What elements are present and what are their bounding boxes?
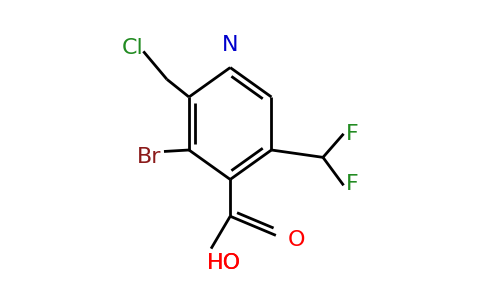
Text: Cl: Cl — [122, 38, 144, 58]
Text: F: F — [346, 124, 359, 144]
Text: Br: Br — [137, 147, 162, 167]
Text: O: O — [287, 230, 305, 250]
Text: F: F — [346, 174, 359, 194]
Text: N: N — [222, 35, 239, 56]
Text: HO: HO — [207, 254, 242, 273]
Text: HO: HO — [207, 254, 242, 273]
